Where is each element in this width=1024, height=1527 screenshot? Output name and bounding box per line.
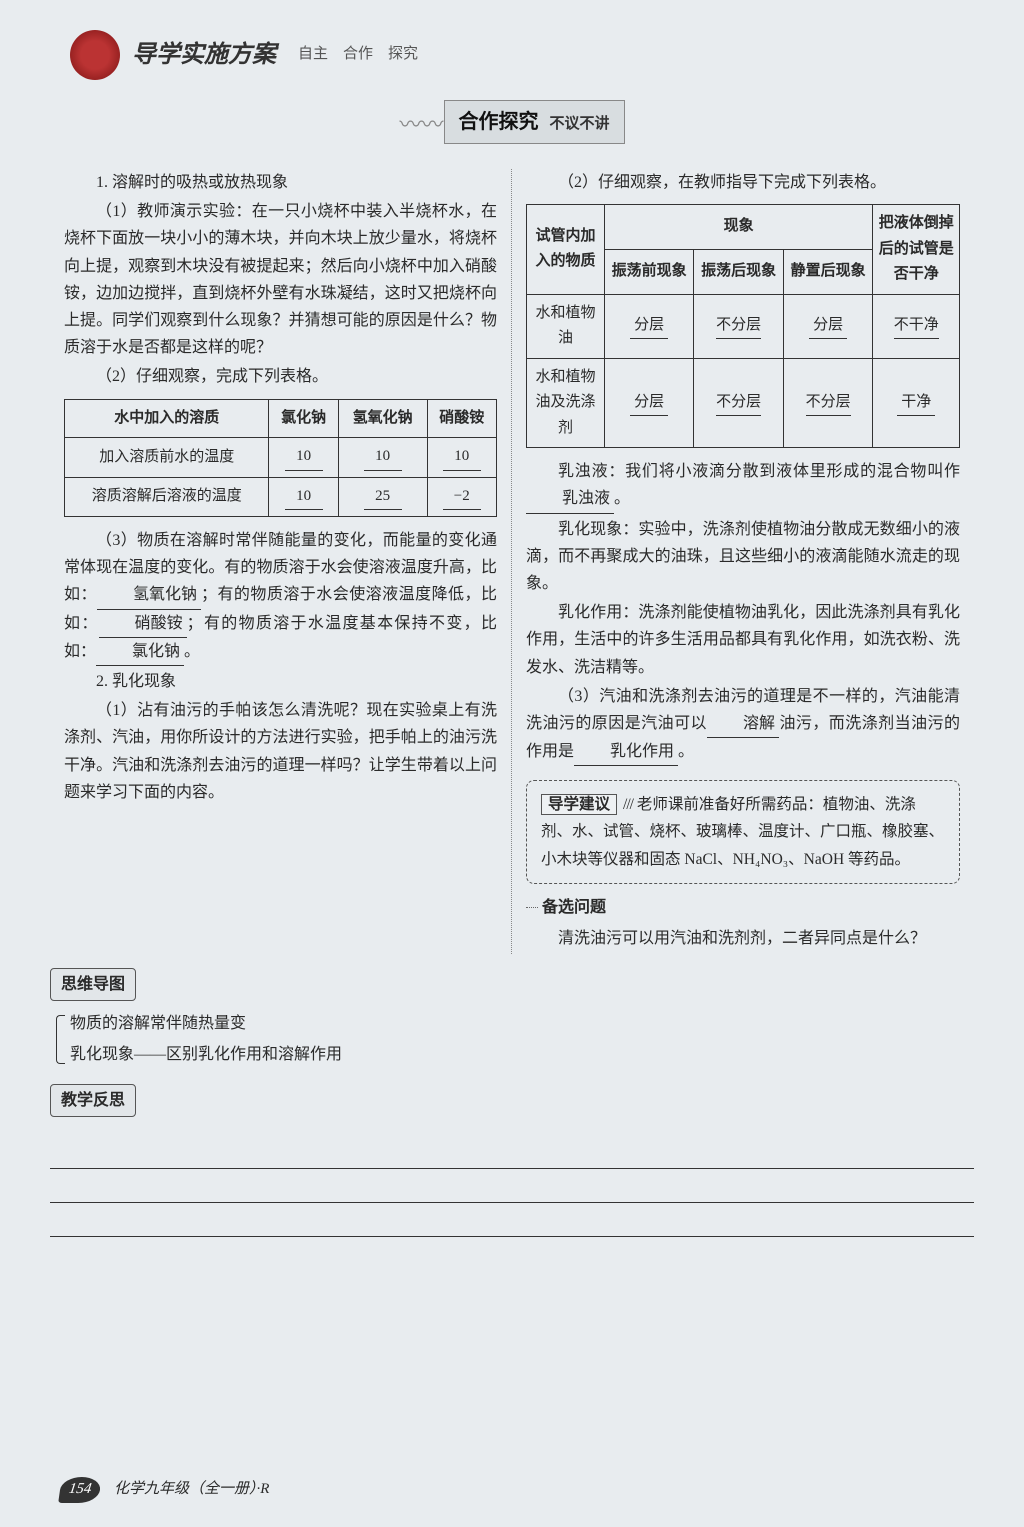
para-emulsion-def: 乳浊液：我们将小液滴分散到液体里形成的混合物叫作乳浊液。 [526, 458, 960, 513]
para-energy: （3）物质在溶解时常伴随能量的变化，而能量的变化通常体现在温度的变化。有的物质溶… [64, 527, 497, 666]
heading-2: 2. 乳化现象 [64, 668, 497, 695]
reflection-lines [50, 1135, 974, 1237]
header-title: 导学实施方案 [132, 35, 276, 76]
t2-sub2: 振荡后现象 [694, 249, 783, 294]
optional-q-heading: 备选问题 [526, 894, 960, 921]
r-p5c: 。 [678, 743, 694, 760]
t2-h-group: 现象 [604, 205, 872, 250]
t1-r1-c3: 10 [427, 438, 496, 478]
t2-sub1: 振荡前现象 [604, 249, 693, 294]
table-emulsion: 试管内加入的物质 现象 把液体倒掉后的试管是否干净 振荡前现象 振荡后现象 静置… [526, 204, 960, 448]
header-subtitle: 自主 合作 探究 [298, 42, 418, 68]
t2-r1-v2: 不分层 [716, 313, 761, 340]
para-emulsion-effect: 乳化作用：洗涤剂能使植物油乳化，因此洗涤剂具有乳化作用，生活中的许多生活用品都具… [526, 599, 960, 681]
t2-r1-c2: 不分层 [694, 294, 783, 358]
t1-h1: 氯化钠 [269, 399, 338, 438]
opt-title: 备选问题 [542, 899, 606, 916]
blank-1: 氢氧化钠 [97, 581, 201, 609]
t1-r1-v1: 10 [285, 444, 323, 471]
t1-r1-c2: 10 [338, 438, 427, 478]
mindmap-line1: 物质的溶解常伴随热量变 [70, 1009, 974, 1039]
t1-h3: 硝酸铵 [427, 399, 496, 438]
banner-title: 合作探究 不议不讲 [444, 100, 625, 144]
t2-r2-v2: 不分层 [716, 390, 761, 417]
t1-r2-v2: 25 [364, 484, 402, 511]
reflect-line [50, 1135, 974, 1169]
t2-r1-v3: 分层 [809, 313, 847, 340]
blank-r2: 溶解 [707, 710, 779, 738]
t2-r2-c1: 分层 [604, 358, 693, 448]
t1-r2-label: 溶质溶解后溶液的温度 [65, 477, 269, 517]
tip-box: 导学建议/// 老师课前准备好所需药品：植物油、洗涤剂、水、试管、烧杯、玻璃棒、… [526, 780, 960, 883]
t1-r2-c3: −2 [427, 477, 496, 517]
t2-r1-v1: 分层 [630, 313, 668, 340]
t1-r2-c1: 10 [269, 477, 338, 517]
page-footer: 154 化学九年级（全一册）·R [60, 1477, 269, 1503]
r-p2a: 乳浊液：我们将小液滴分散到液体里形成的混合物叫作 [558, 463, 960, 480]
content-columns: 1. 溶解时的吸热或放热现象 （1）教师演示实验：在一只小烧杯中装入半烧杯水，在… [50, 169, 974, 954]
blank-r3: 乳化作用 [574, 738, 678, 766]
t2-h-left: 试管内加入的物质 [527, 205, 605, 295]
t1-r1-v2: 10 [364, 444, 402, 471]
t2-r1-v4: 不干净 [894, 313, 939, 340]
t1-r2-v1: 10 [285, 484, 323, 511]
mindmap-section: 思维导图 物质的溶解常伴随热量变 乳化现象——区别乳化作用和溶解作用 [50, 954, 974, 1070]
reflection-title: 教学反思 [50, 1084, 136, 1117]
t2-h-right: 把液体倒掉后的试管是否干净 [873, 205, 960, 295]
mindmap-title: 思维导图 [50, 968, 136, 1001]
para-emulsion-q: （1）沾有油污的手帕该怎么清洗呢？现在实验桌上有洗涤剂、汽油，用你所设计的方法进… [64, 697, 497, 806]
t2-r2-v1: 分层 [630, 390, 668, 417]
t1-r1-v3: 10 [443, 444, 481, 471]
optional-q-body: 清洗油污可以用汽油和洗剂剂，二者异同点是什么？ [526, 925, 960, 952]
t1-r2-c2: 25 [338, 477, 427, 517]
r-p2b: 。 [614, 490, 630, 507]
t1-r1-c1: 10 [269, 438, 338, 478]
para-exp1: （1）教师演示实验：在一只小烧杯中装入半烧杯水，在烧杯下面放一块小小的薄木块，并… [64, 198, 497, 361]
reflect-line [50, 1203, 974, 1237]
left-column: 1. 溶解时的吸热或放热现象 （1）教师演示实验：在一只小烧杯中装入半烧杯水，在… [50, 169, 512, 954]
t2-r1-c3: 分层 [783, 294, 873, 358]
para-table-intro: （2）仔细观察，完成下列表格。 [64, 363, 497, 390]
t2-r2-c2: 不分层 [694, 358, 783, 448]
mindmap-line2: 乳化现象——区别乳化作用和溶解作用 [70, 1040, 974, 1070]
page-header: 导学实施方案 自主 合作 探究 [50, 30, 974, 80]
reflect-line [50, 1169, 974, 1203]
para-compare: （3）汽油和洗涤剂去油污的道理是不一样的，汽油能清洗油污的原因是汽油可以溶解油污… [526, 683, 960, 767]
p3-d: 。 [184, 643, 200, 660]
blank-r1: 乳浊液 [526, 485, 614, 513]
para-table2-intro: （2）仔细观察，在教师指导下完成下列表格。 [526, 169, 960, 196]
t1-h0: 水中加入的溶质 [65, 399, 269, 438]
footer-text: 化学九年级（全一册）·R [114, 1477, 269, 1503]
t1-r2-v3: −2 [443, 484, 481, 511]
para-emulsion-phen: 乳化现象：实验中，洗涤剂使植物油分散成无数细小的液滴，而不再聚成大的油珠，且这些… [526, 516, 960, 598]
banner-main: 合作探究 [459, 111, 539, 133]
t2-r1-c1: 分层 [604, 294, 693, 358]
t2-r2-c4: 干净 [873, 358, 960, 448]
page-number: 154 [58, 1477, 102, 1503]
blank-2: 硝酸铵 [99, 610, 187, 638]
t2-r2-label: 水和植物油及洗涤剂 [527, 358, 605, 448]
t2-r1-c4: 不干净 [873, 294, 960, 358]
section-banner: 〰〰 合作探究 不议不讲 [50, 100, 974, 144]
banner-ornament: 〰〰 [399, 106, 443, 143]
heading-1: 1. 溶解时的吸热或放热现象 [64, 169, 497, 196]
t2-r2-v4: 干净 [897, 390, 935, 417]
mindmap-content: 物质的溶解常伴随热量变 乳化现象——区别乳化作用和溶解作用 [56, 1009, 974, 1070]
hatch-icon: /// [623, 796, 633, 813]
t1-h2: 氢氧化钠 [338, 399, 427, 438]
table-temperature: 水中加入的溶质 氯化钠 氢氧化钠 硝酸铵 加入溶质前水的温度 10 10 10 … [64, 399, 497, 518]
tip-title: 导学建议 [541, 794, 617, 815]
t2-r2-v3: 不分层 [806, 390, 851, 417]
right-column: （2）仔细观察，在教师指导下完成下列表格。 试管内加入的物质 现象 把液体倒掉后… [512, 169, 974, 954]
t2-sub3: 静置后现象 [783, 249, 873, 294]
header-icon [70, 30, 120, 80]
t2-r1-label: 水和植物油 [527, 294, 605, 358]
t2-r2-c3: 不分层 [783, 358, 873, 448]
t1-r1-label: 加入溶质前水的温度 [65, 438, 269, 478]
blank-3: 氯化钠 [96, 638, 184, 666]
reflection-section: 教学反思 [50, 1070, 974, 1237]
banner-sub: 不议不讲 [550, 116, 610, 132]
dot-lead-icon [526, 907, 538, 908]
